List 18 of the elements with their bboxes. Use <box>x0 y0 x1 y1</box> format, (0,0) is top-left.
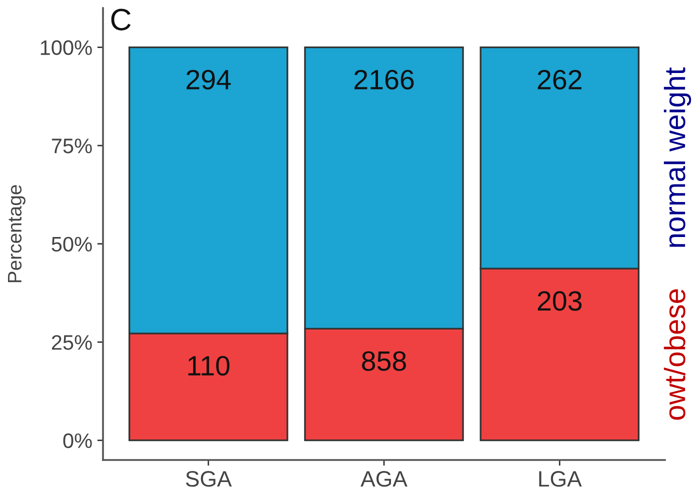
y-tick-label: 75% <box>52 138 92 154</box>
y-tick-label: 50% <box>52 236 92 252</box>
y-axis-title: Percentage <box>8 185 26 282</box>
text: owt/obese <box>664 289 686 420</box>
y-tick-label: 100% <box>40 40 92 56</box>
annotation: 262 <box>538 70 582 90</box>
x-tick-label: AGA <box>360 471 408 487</box>
chart-title: C <box>111 8 131 30</box>
annotation: 203 <box>538 291 582 311</box>
x-tick-label: SGA <box>186 471 232 487</box>
annotation: 858 <box>362 351 406 371</box>
x-tick-label: LGA <box>539 471 582 487</box>
y-tick-label: 0% <box>63 433 92 448</box>
annotation: 110 <box>188 356 230 376</box>
y-tick-label: 25% <box>52 335 92 350</box>
text: normal weight <box>664 67 692 247</box>
annotation: 294 <box>186 70 231 90</box>
annotation: 2166 <box>354 70 414 90</box>
